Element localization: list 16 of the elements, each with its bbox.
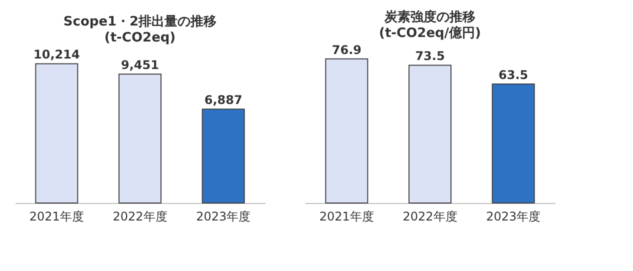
chart-title: Scope1・2排出量の推移 [63, 14, 217, 30]
chart-subtitle: (t-CO2eq/億円) [378, 24, 482, 41]
x-tick-label: 2022年度 [402, 210, 458, 224]
data-label: 63.5 [498, 68, 528, 82]
x-tick-label: 2022年度 [112, 210, 168, 224]
x-tick-label: 2021年度 [29, 210, 84, 224]
x-tick-label: 2023年度 [486, 210, 541, 224]
chart-title: 炭素強度の推移 [384, 8, 476, 25]
x-tick-label: 2021年度 [319, 210, 374, 224]
data-label: 73.5 [415, 49, 445, 64]
chart-subtitle: (t-CO2eq) [104, 30, 176, 46]
x-tick-label: 2023年度 [196, 210, 251, 224]
data-label: 9,451 [121, 58, 159, 72]
data-label: 10,214 [34, 48, 80, 62]
data-label: 76.9 [332, 42, 362, 57]
data-label: 6,887 [204, 93, 242, 108]
